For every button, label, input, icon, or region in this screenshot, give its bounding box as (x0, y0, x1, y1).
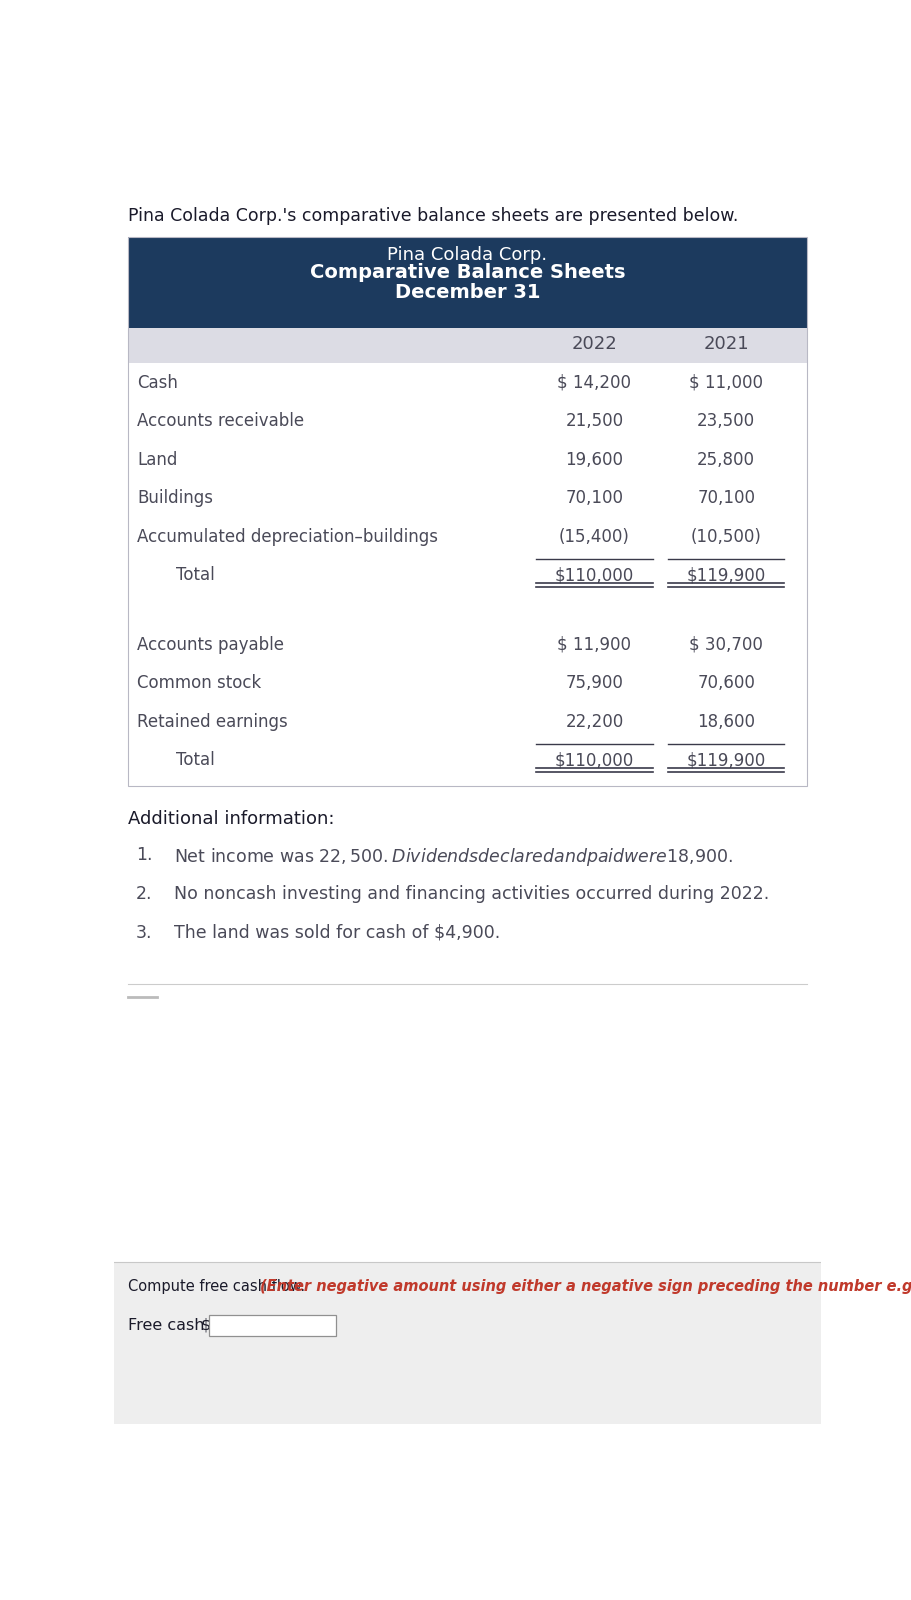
Text: (Enter negative amount using either a negative sign preceding the number e.g. -4: (Enter negative amount using either a ne… (260, 1280, 911, 1294)
Bar (128, 363, 806, 787)
Text: 75,900: 75,900 (565, 674, 623, 693)
Bar (209, 1315, 336, 1336)
Text: Total: Total (176, 750, 214, 770)
Text: Accumulated depreciation–buildings: Accumulated depreciation–buildings (137, 528, 438, 546)
Text: $119,900: $119,900 (686, 566, 765, 584)
Text: The land was sold for cash of $4,900.: The land was sold for cash of $4,900. (174, 923, 500, 941)
Text: 23,500: 23,500 (696, 413, 754, 430)
Text: Free cash flow: Free cash flow (128, 1318, 242, 1333)
Text: Net income was $22,500. Dividends declared and paid were $18,900.: Net income was $22,500. Dividends declar… (174, 846, 732, 869)
Text: $110,000: $110,000 (554, 750, 633, 770)
Text: 21,500: 21,500 (565, 413, 623, 430)
Text: 70,100: 70,100 (697, 490, 754, 507)
Text: 3.: 3. (136, 923, 152, 941)
Text: Pina Colada Corp.'s comparative balance sheets are presented below.: Pina Colada Corp.'s comparative balance … (128, 208, 738, 226)
Bar (128, 328, 806, 363)
Text: 19,600: 19,600 (565, 451, 623, 469)
Text: 25,800: 25,800 (697, 451, 754, 469)
Text: Common stock: Common stock (137, 674, 261, 693)
Text: $ 30,700: $ 30,700 (689, 635, 763, 653)
Text: Cash: Cash (137, 374, 178, 392)
Text: Land: Land (137, 451, 178, 469)
Text: 1.: 1. (136, 846, 152, 864)
Text: 2022: 2022 (571, 336, 617, 354)
Text: Comparative Balance Sheets: Comparative Balance Sheets (310, 262, 624, 282)
Text: Additional information:: Additional information: (128, 810, 334, 827)
Text: Retained earnings: Retained earnings (137, 712, 288, 731)
Text: $: $ (200, 1318, 210, 1333)
Text: $ 11,000: $ 11,000 (689, 374, 763, 392)
Text: Buildings: Buildings (137, 490, 213, 507)
Text: $ 14,200: $ 14,200 (557, 374, 630, 392)
Text: $ 11,900: $ 11,900 (557, 635, 630, 653)
Text: 18,600: 18,600 (697, 712, 754, 731)
Text: 70,600: 70,600 (697, 674, 754, 693)
Text: (15,400): (15,400) (558, 528, 630, 546)
Text: 2.: 2. (136, 885, 152, 902)
Text: December 31: December 31 (394, 283, 539, 302)
Text: Accounts payable: Accounts payable (137, 635, 284, 653)
Text: $119,900: $119,900 (686, 750, 765, 770)
Bar (128, 237, 806, 328)
Bar (114, 1262, 820, 1424)
Text: 22,200: 22,200 (565, 712, 623, 731)
Text: Total: Total (176, 566, 214, 584)
Text: No noncash investing and financing activities occurred during 2022.: No noncash investing and financing activ… (174, 885, 769, 902)
Text: (10,500): (10,500) (690, 528, 761, 546)
Bar (128, 237, 806, 787)
Text: Pina Colada Corp.: Pina Colada Corp. (387, 246, 547, 264)
Text: Compute free cash flow.: Compute free cash flow. (128, 1280, 310, 1294)
Text: 2021: 2021 (702, 336, 748, 354)
Text: $110,000: $110,000 (554, 566, 633, 584)
Text: 70,100: 70,100 (565, 490, 623, 507)
Text: Accounts receivable: Accounts receivable (137, 413, 304, 430)
